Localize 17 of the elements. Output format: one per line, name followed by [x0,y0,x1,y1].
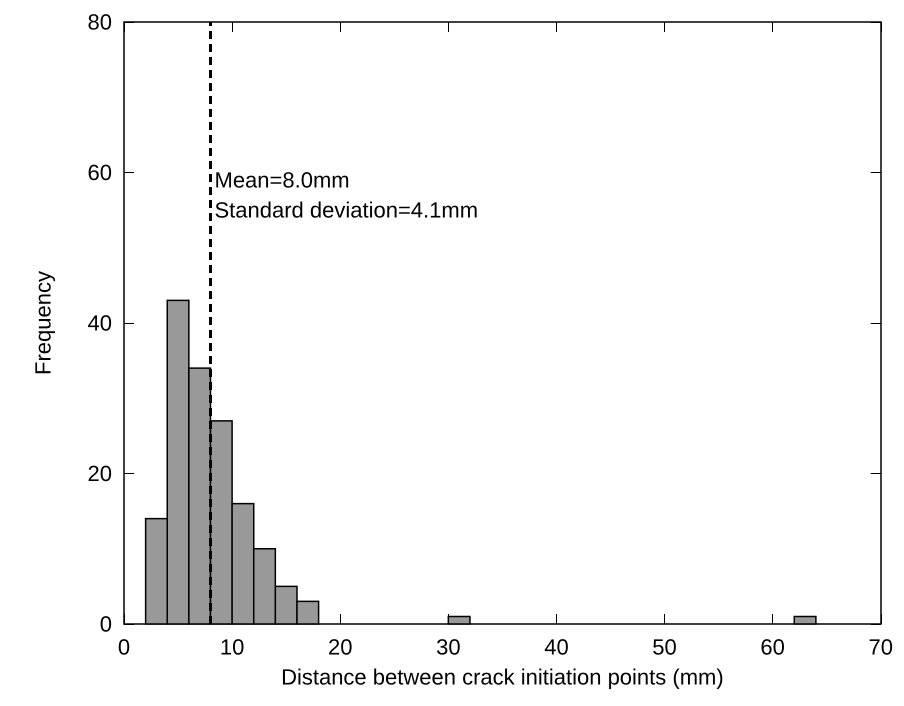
annotation: Mean=8.0mm [214,168,350,193]
y-tick-label: 60 [88,160,112,185]
x-tick-label: 40 [544,634,569,660]
x-tick-label: 10 [220,634,244,660]
y-tick-label: 20 [88,461,112,486]
y-tick-label: 40 [88,310,112,336]
x-tick-label: 60 [760,634,785,660]
x-axis-title: Distance between crack initiation points (mm) [281,664,724,690]
x-tick-label: 20 [328,634,352,660]
y-axis-title: Frequency [30,271,56,375]
x-tick-label: 70 [868,634,894,660]
x-tick-label: 50 [652,634,677,660]
y-tick-label: 0 [100,612,112,636]
x-tick-label: 30 [436,634,461,660]
x-tick-label: 0 [118,634,130,660]
y-tick-label: 80 [88,10,112,34]
annotation: Standard deviation=4.1mm [214,198,478,223]
